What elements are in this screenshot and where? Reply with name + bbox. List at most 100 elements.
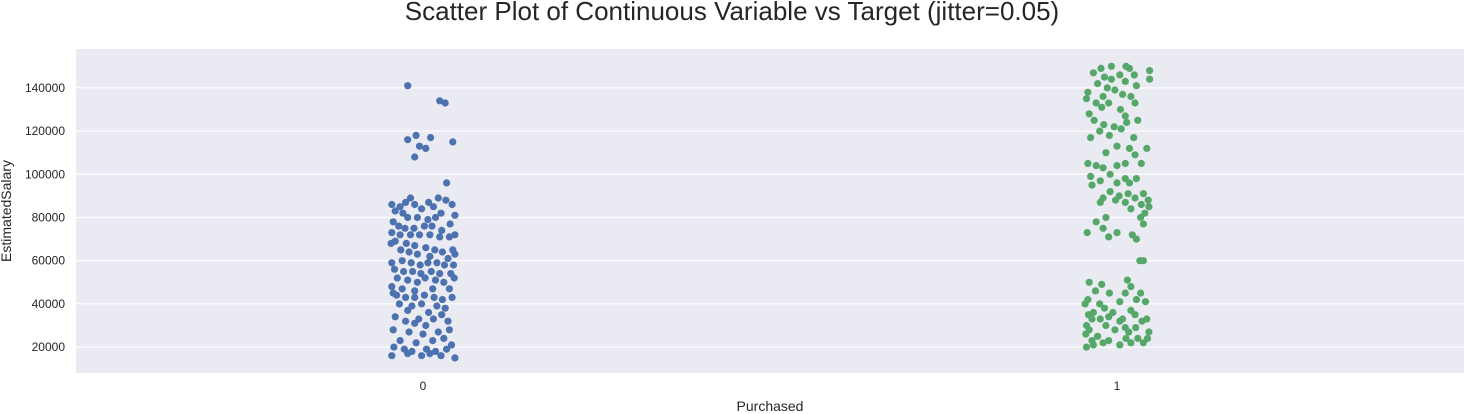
data-point	[445, 285, 453, 293]
data-point	[426, 350, 434, 358]
data-point	[1130, 71, 1138, 79]
data-point	[421, 274, 429, 282]
data-point	[1099, 164, 1107, 172]
data-point	[415, 142, 424, 150]
data-point	[1137, 289, 1145, 297]
data-point	[402, 293, 410, 301]
data-point	[431, 347, 440, 355]
data-point	[1146, 75, 1154, 83]
data-point	[416, 261, 424, 269]
data-point	[405, 328, 413, 336]
data-point	[1146, 67, 1154, 75]
data-point	[446, 220, 454, 228]
data-point	[1083, 229, 1091, 237]
data-point	[1131, 311, 1139, 319]
data-point	[429, 285, 437, 293]
data-point	[411, 242, 419, 250]
data-point	[409, 267, 417, 276]
data-point	[447, 341, 456, 349]
data-point	[420, 222, 428, 230]
data-point	[1134, 334, 1142, 342]
data-point	[1106, 170, 1114, 178]
data-point	[404, 82, 412, 90]
data-point	[404, 136, 412, 144]
data-point	[1113, 142, 1121, 150]
data-point	[419, 330, 427, 338]
data-point	[1102, 321, 1110, 330]
data-point	[1143, 144, 1151, 152]
data-point	[438, 248, 446, 256]
data-point	[388, 200, 396, 209]
data-point	[1127, 339, 1135, 347]
data-point	[1102, 213, 1110, 222]
data-point	[1121, 289, 1129, 297]
plot-area	[76, 49, 1464, 373]
data-point	[395, 222, 403, 230]
y-tick-label: 20000	[32, 340, 66, 354]
data-point	[438, 226, 446, 234]
data-point	[1091, 287, 1100, 295]
data-point	[440, 261, 449, 269]
data-point	[391, 313, 399, 321]
data-point	[443, 345, 451, 353]
data-point	[418, 300, 426, 308]
data-point	[1121, 159, 1129, 168]
data-point	[1121, 77, 1129, 85]
data-point	[1096, 315, 1104, 323]
data-point	[396, 203, 404, 211]
data-point	[1122, 334, 1130, 342]
data-point	[1113, 179, 1121, 187]
data-point	[1088, 315, 1096, 323]
data-point	[436, 233, 444, 241]
data-point	[428, 222, 436, 230]
data-point	[424, 259, 432, 267]
data-point	[1121, 198, 1129, 206]
data-point	[413, 278, 421, 286]
data-point	[412, 339, 420, 347]
data-point	[424, 216, 432, 224]
data-point	[398, 257, 406, 265]
data-point	[388, 229, 396, 237]
data-point	[402, 239, 410, 247]
y-tick-label: 40000	[32, 297, 66, 311]
data-point	[398, 285, 406, 293]
data-point	[1139, 257, 1147, 265]
data-point	[396, 337, 404, 345]
data-point	[407, 259, 415, 267]
data-point	[1092, 162, 1100, 170]
data-point	[441, 304, 449, 312]
data-point	[1096, 300, 1104, 308]
data-point	[1138, 317, 1146, 325]
data-point	[431, 246, 439, 254]
data-point	[436, 97, 444, 105]
data-point	[401, 224, 409, 232]
data-point	[427, 267, 435, 276]
data-point	[399, 209, 407, 217]
data-point	[404, 276, 412, 284]
data-point	[422, 321, 430, 330]
data-point	[438, 296, 446, 304]
data-point	[1089, 69, 1097, 77]
y-tick-label: 60000	[32, 254, 66, 268]
data-point	[389, 326, 397, 334]
data-point	[449, 261, 458, 269]
data-point	[1137, 159, 1145, 168]
data-point	[1116, 71, 1124, 79]
data-point	[1099, 339, 1107, 347]
data-point	[1099, 224, 1107, 232]
data-point	[1116, 105, 1125, 114]
y-axis-label: EstimatedSalary	[0, 160, 14, 262]
data-point	[1096, 177, 1104, 185]
data-point	[395, 300, 403, 308]
data-point	[431, 213, 440, 222]
data-point	[1087, 134, 1095, 142]
data-point	[1132, 235, 1140, 243]
y-tick-label: 120000	[25, 124, 65, 138]
data-point	[448, 200, 456, 209]
y-tick-label: 100000	[25, 167, 65, 181]
data-point	[1117, 125, 1125, 133]
data-point	[1084, 88, 1092, 96]
data-point	[1124, 190, 1132, 198]
data-point	[411, 200, 419, 209]
data-point	[1098, 103, 1106, 111]
